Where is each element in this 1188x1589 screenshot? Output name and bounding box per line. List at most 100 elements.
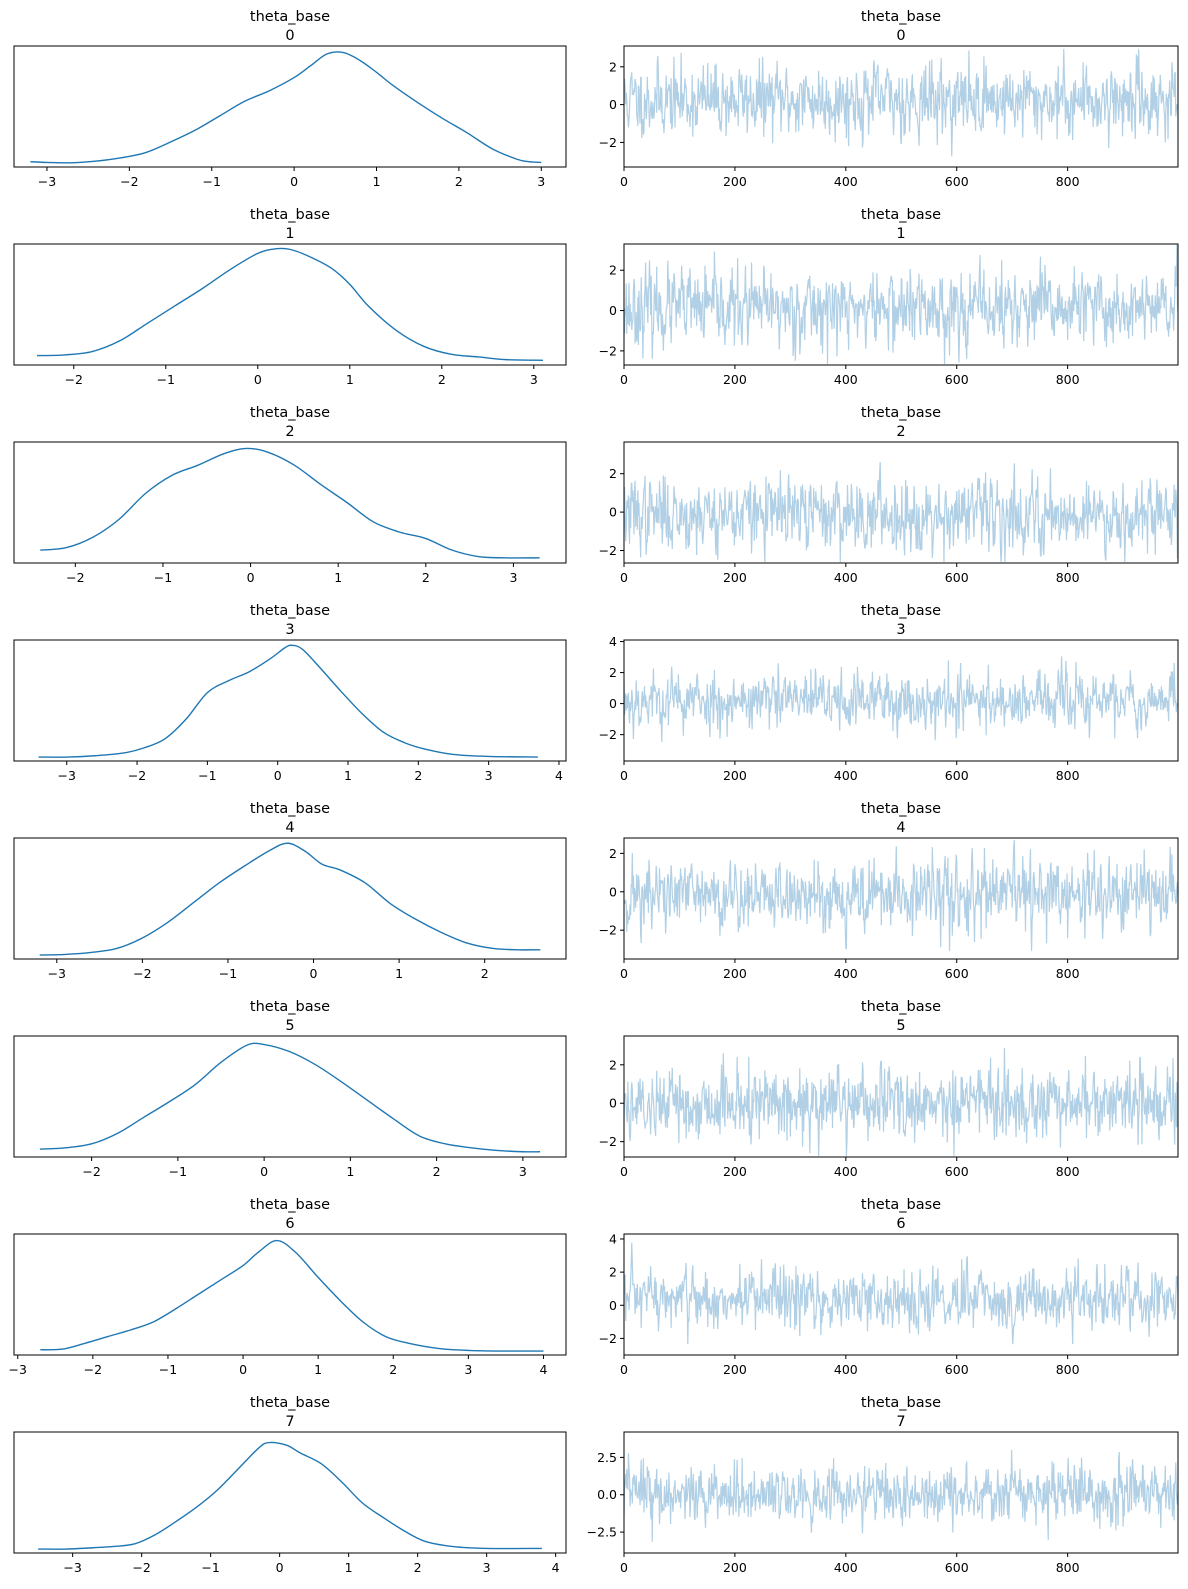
x-tick-label: 800 [1056,174,1080,189]
y-tick-label: 2 [609,1265,617,1280]
panel-title-index: 7 [896,1414,905,1430]
axes-frame [623,837,1179,960]
x-tick-label: −1 [159,1362,177,1377]
panel-title-var: theta_base [250,1197,330,1213]
panel-title-var: theta_base [861,207,941,223]
x-tick-label: 1 [344,768,352,783]
trace-line [624,656,1178,742]
panel-title-var: theta_base [250,999,330,1015]
y-tick-label: −2 [599,1331,617,1346]
panel-title-var: theta_base [250,9,330,25]
trace-line [624,245,1178,364]
x-tick-label: 200 [723,174,747,189]
x-tick-label: 600 [945,372,969,387]
panel-title-var: theta_base [250,603,330,619]
kde-line [30,51,542,164]
trace-line [624,1449,1178,1542]
x-tick-label: −3 [9,1362,27,1377]
x-tick-label: −3 [58,768,76,783]
x-tick-label: 0 [290,174,298,189]
trace-line [624,839,1178,952]
y-tick-label: −2 [599,1134,617,1149]
x-tick-label: 200 [723,570,747,585]
x-tick-label: 0 [310,966,318,981]
y-tick-label: 0 [609,97,617,112]
panel-title-index: 6 [896,1216,905,1232]
x-tick-label: 2 [438,372,446,387]
x-tick-label: −1 [169,1164,187,1179]
y-tick-label: −2 [599,543,617,558]
x-tick-label: 0 [620,768,628,783]
x-tick-label: −2 [65,372,83,387]
x-tick-label: 0 [620,570,628,585]
x-tick-label: −1 [219,966,237,981]
x-tick-label: 0 [620,1362,628,1377]
x-tick-label: 3 [537,174,545,189]
y-tick-label: −2 [599,135,617,150]
kde-panel-3: theta_base 3 −3 −2 −1 0 1 2 3 4 [13,603,567,783]
kde-line [36,247,544,361]
kde-panel-1: theta_base 1 −2 −1 0 1 2 3 [13,207,567,387]
y-tick-label: 4 [609,634,617,649]
x-tick-label: 0 [276,1560,284,1575]
x-tick-label: 200 [723,1362,747,1377]
panel-title-index: 4 [285,820,294,836]
y-tick-label: 0 [609,696,617,711]
panel-title-var: theta_base [250,1395,330,1411]
x-tick-label: 400 [834,570,858,585]
y-tick-label: 2 [609,59,617,74]
x-tick-label: 0 [247,570,255,585]
kde-line [38,1441,542,1550]
trace-panel-3: theta_base 3 0 200 400 600 800 −2 0 2 4 [599,603,1179,783]
kde-panel-4: theta_base 4 −3 −2 −1 0 1 2 [13,801,567,981]
x-tick-label: 600 [945,174,969,189]
x-tick-label: 1 [334,570,342,585]
axes-frame [13,1035,567,1158]
x-tick-label: −3 [38,174,56,189]
panel-title-var: theta_base [250,207,330,223]
x-tick-label: 2 [389,1362,397,1377]
kde-panel-2: theta_base 2 −2 −1 0 1 2 3 [13,405,567,585]
x-tick-label: 4 [552,1560,560,1575]
x-tick-label: 400 [834,174,858,189]
x-tick-label: 3 [485,768,493,783]
x-tick-label: 400 [834,1560,858,1575]
kde-panel-7: theta_base 7 −3 −2 −1 0 1 2 3 4 [13,1395,567,1575]
panel-title-var: theta_base [861,405,941,421]
x-tick-label: 0 [239,1362,247,1377]
x-tick-label: 3 [530,372,538,387]
x-tick-label: 400 [834,1164,858,1179]
y-tick-label: 4 [609,1231,617,1246]
x-tick-label: 1 [346,1164,354,1179]
y-tick-label: 0 [609,884,617,899]
x-tick-label: 800 [1056,1164,1080,1179]
x-tick-label: 800 [1056,1362,1080,1377]
trace-line [624,461,1178,563]
axes-frame [623,1431,1179,1554]
x-tick-label: 0 [260,1164,268,1179]
x-tick-label: −2 [84,1362,102,1377]
x-tick-label: 2 [455,174,463,189]
x-tick-label: −1 [157,372,175,387]
x-tick-label: 600 [945,570,969,585]
x-tick-label: 0 [620,372,628,387]
x-tick-label: 2 [481,966,489,981]
axes-frame [13,243,567,366]
x-tick-label: −1 [198,768,216,783]
x-tick-label: 800 [1056,372,1080,387]
y-tick-label: −2.5 [587,1525,617,1540]
y-tick-label: −2 [599,923,617,938]
x-tick-label: 200 [723,372,747,387]
panel-title-var: theta_base [250,405,330,421]
x-tick-label: −1 [203,174,221,189]
kde-panel-5: theta_base 5 −2 −1 0 1 2 3 [13,999,567,1179]
x-tick-label: 3 [509,570,517,585]
x-tick-label: 400 [834,372,858,387]
panel-title-index: 1 [896,226,905,242]
x-tick-label: 1 [395,966,403,981]
y-tick-label: 0.0 [597,1487,617,1502]
axes-frame [623,1035,1179,1158]
axes-frame [623,441,1179,564]
